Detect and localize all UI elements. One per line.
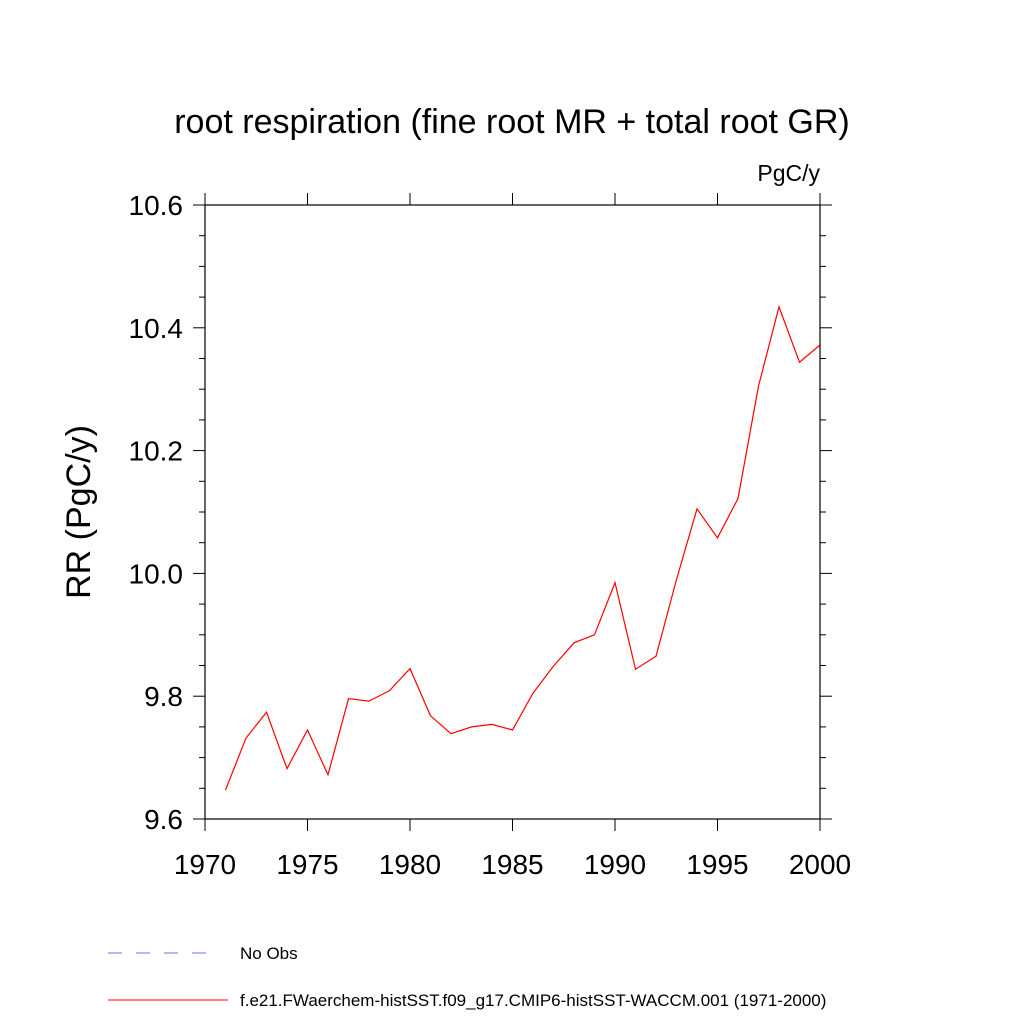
y-tick-label: 10.6 — [129, 190, 184, 221]
y-tick-label: 9.6 — [144, 804, 183, 835]
series-lines — [224, 304, 821, 791]
series-line — [224, 304, 821, 791]
x-tick-label: 1990 — [584, 849, 646, 880]
axis-tick-labels: 1970 1975 1980 1985 1990 1995 2000 9.6 9.8 10.0 10… — [129, 190, 852, 880]
plot-frame — [204, 204, 821, 820]
y-axis-label: RR (PgC/y) — [60, 425, 98, 599]
x-tick-label: 1975 — [276, 849, 338, 880]
legend-entry-label: f.e21.FWaerchem-histSST.f09_g17.CMIP6-hi… — [240, 991, 826, 1010]
legend-entry-label: No Obs — [240, 944, 298, 963]
x-tick-label: 1985 — [481, 849, 543, 880]
x-tick-label: 1980 — [379, 849, 441, 880]
legend: No Obs f.e21.FWaerchem-histSST.f09_g17.CM… — [108, 944, 826, 1010]
chart-title: root respiration (fine root MR + total r… — [174, 103, 850, 141]
y-tick-label: 10.4 — [129, 313, 184, 344]
y-tick-label: 9.8 — [144, 681, 183, 712]
x-tick-label: 1995 — [686, 849, 748, 880]
y-tick-label: 10.0 — [129, 558, 184, 589]
units-label: PgC/y — [757, 160, 820, 186]
x-tick-label: 1970 — [174, 849, 236, 880]
y-tick-label: 10.2 — [129, 436, 184, 467]
axis-ticks — [193, 193, 832, 831]
x-tick-label: 2000 — [789, 849, 851, 880]
